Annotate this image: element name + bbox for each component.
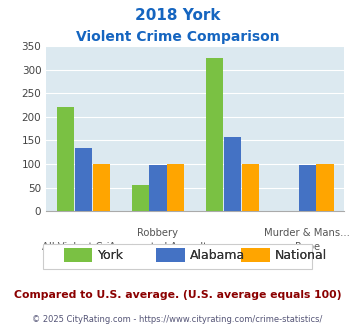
Text: 2018 York: 2018 York: [135, 8, 220, 23]
Text: Alabama: Alabama: [190, 249, 245, 262]
Text: © 2025 CityRating.com - https://www.cityrating.com/crime-statistics/: © 2025 CityRating.com - https://www.city…: [32, 315, 323, 324]
Bar: [224, 137, 241, 211]
Bar: [316, 164, 334, 211]
Text: Aggravated Assault: Aggravated Assault: [109, 242, 207, 252]
Text: National: National: [275, 249, 327, 262]
Bar: [299, 165, 316, 211]
Text: Alabama: Alabama: [190, 249, 245, 262]
Bar: [149, 165, 166, 211]
Bar: [131, 185, 149, 211]
Text: National: National: [275, 249, 327, 262]
Text: York: York: [98, 249, 124, 262]
Text: York: York: [98, 249, 124, 262]
Text: Rape: Rape: [295, 242, 320, 252]
Text: All Violent Crime: All Violent Crime: [42, 242, 125, 252]
Bar: [167, 164, 185, 211]
Bar: [242, 164, 259, 211]
Text: Murder & Mans...: Murder & Mans...: [264, 228, 350, 238]
Text: Violent Crime Comparison: Violent Crime Comparison: [76, 30, 279, 44]
Text: Compared to U.S. average. (U.S. average equals 100): Compared to U.S. average. (U.S. average …: [14, 290, 341, 300]
Bar: [206, 58, 223, 211]
Bar: [93, 164, 110, 211]
Text: Robbery: Robbery: [137, 228, 179, 238]
Bar: [57, 107, 74, 211]
Bar: [75, 148, 92, 211]
